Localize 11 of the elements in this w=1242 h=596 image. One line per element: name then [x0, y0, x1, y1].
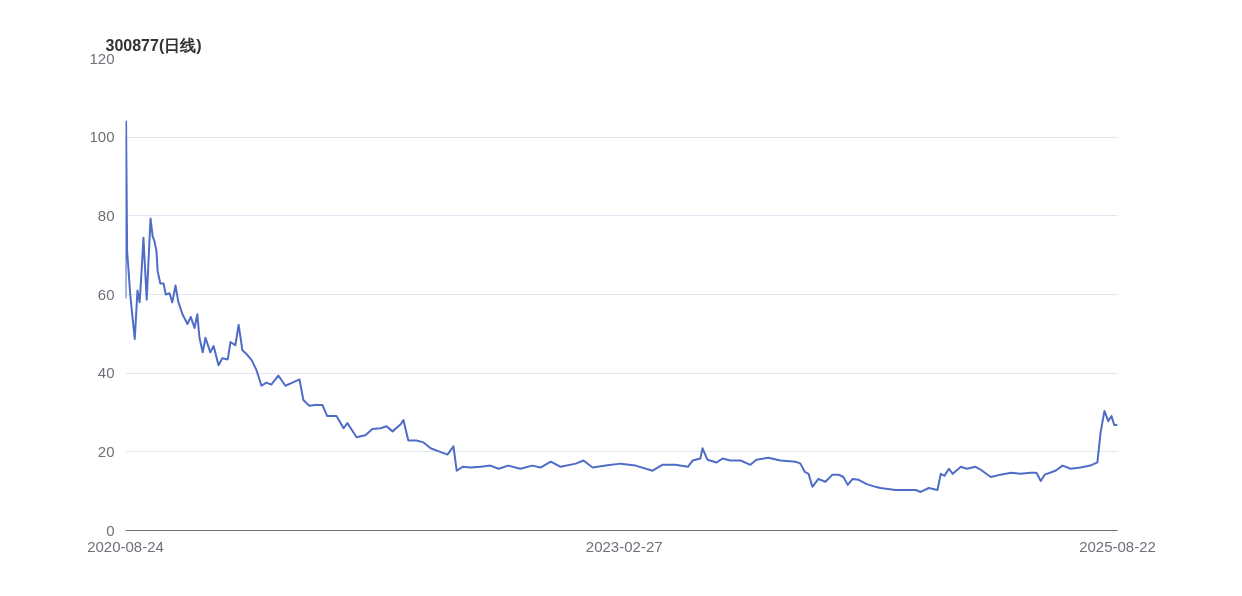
y-tick-label: 100: [89, 128, 115, 146]
chart-title: 300877(日线): [105, 36, 202, 54]
line-series: [125, 120, 1118, 493]
y-tick-label: 60: [97, 285, 115, 303]
y-tick-label: 20: [97, 442, 115, 460]
x-tick-label: 2020-08-24: [87, 537, 164, 555]
y-tick-label: 0: [106, 521, 115, 539]
y-tick-label: 80: [97, 206, 115, 224]
x-tick-label: 2025-08-22: [1079, 537, 1156, 555]
y-tick-label: 40: [97, 364, 115, 382]
x-tick-label: 2023-02-27: [585, 537, 663, 555]
